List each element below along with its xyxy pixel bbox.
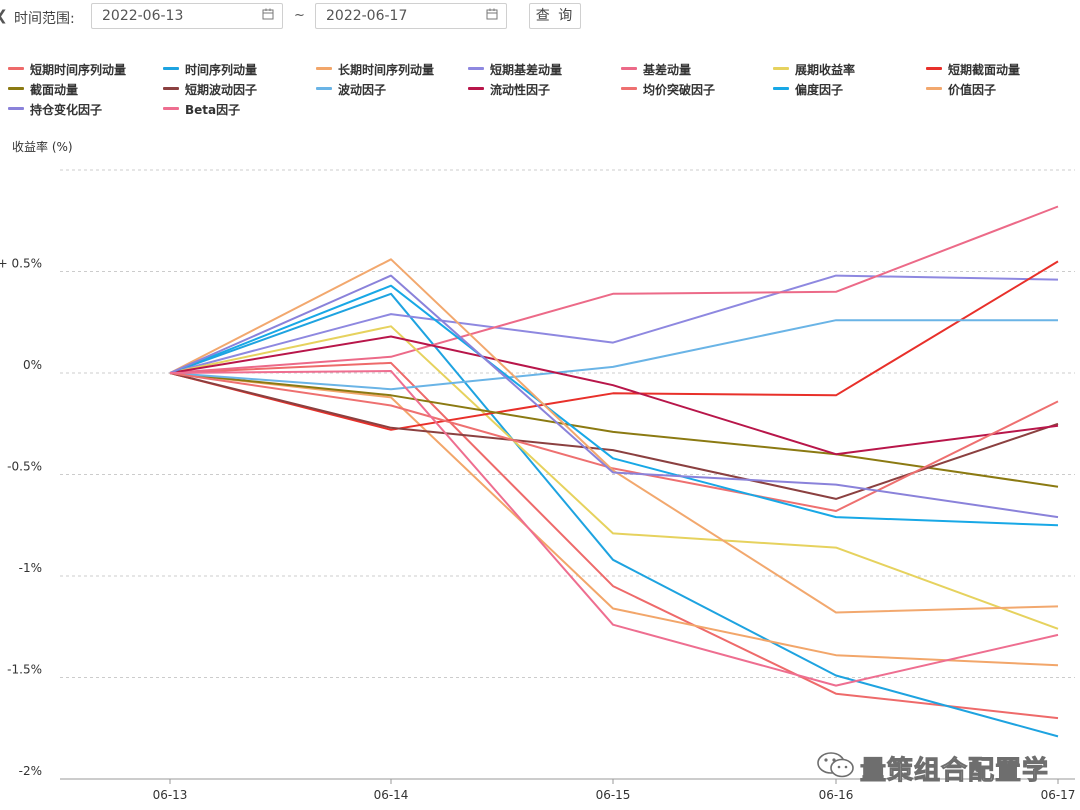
legend-label: Beta因子	[185, 103, 241, 117]
legend-label: 均价突破因子	[643, 83, 716, 97]
legend-label: 流动性因子	[490, 83, 551, 97]
legend-swatch	[926, 87, 942, 90]
legend-swatch	[163, 87, 179, 90]
series-line	[169, 372, 1059, 488]
legend-label: 短期基差动量	[490, 63, 563, 77]
series-line	[169, 335, 1059, 456]
watermark-text: 量策组合配置学	[859, 756, 1050, 787]
legend-swatch	[773, 67, 789, 70]
calendar-icon[interactable]	[486, 8, 498, 20]
series-line	[169, 370, 1059, 687]
legend-label: 时间序列动量	[185, 63, 258, 77]
x-tick-label: 06-16	[819, 788, 854, 802]
series-line	[169, 319, 1058, 391]
legend-label: 偏度因子	[795, 83, 844, 97]
start-date-input[interactable]: 2022-06-13	[91, 3, 283, 29]
end-date-input[interactable]: 2022-06-17	[315, 3, 507, 29]
series-line	[169, 372, 1059, 667]
series-line	[169, 205, 1059, 374]
y-tick-label: -1.5%	[7, 663, 42, 677]
series-line	[169, 325, 1059, 630]
y-tick-label: + 0.5%	[0, 257, 42, 271]
legend-swatch	[316, 87, 332, 90]
legend-swatch	[468, 87, 484, 90]
wechat-icon	[817, 752, 854, 778]
x-tick-label: 06-14	[374, 788, 409, 802]
x-tick-label: 06-15	[596, 788, 631, 802]
legend-label: 短期波动因子	[185, 83, 258, 97]
filter-bar: ❮ 时间范围: 2022-06-13 ~ 2022-06-17 查 询	[0, 0, 1080, 36]
range-label: 时间范围:	[14, 11, 75, 27]
legend-label: 波动因子	[338, 83, 387, 97]
y-tick-label: -1%	[19, 561, 42, 575]
series-line	[169, 274, 1059, 519]
legend-swatch	[468, 67, 484, 70]
series-line	[169, 260, 1059, 431]
legend-label: 价值因子	[948, 83, 997, 97]
legend-swatch	[621, 87, 637, 90]
series-line	[169, 284, 1059, 527]
legend-swatch	[621, 67, 637, 70]
legend-swatch	[8, 107, 24, 110]
legend-swatch	[8, 87, 24, 90]
x-tick-label: 06-13	[153, 788, 188, 802]
y-tick-label: -2%	[19, 764, 42, 778]
legend-label: 短期截面动量	[948, 63, 1021, 77]
legend-label: 短期时间序列动量	[30, 63, 127, 77]
x-tick-label: 06-17	[1041, 788, 1076, 802]
series-line	[169, 258, 1059, 614]
legend-swatch	[926, 67, 942, 70]
chart-legend: 短期时间序列动量 时间序列动量 长期时间序列动量 短期基差动量 基差动量 展期收益率 短期截…	[0, 60, 1080, 120]
series-line	[169, 372, 1059, 512]
legend-label: 截面动量	[30, 83, 79, 97]
series-line	[169, 274, 1059, 374]
legend-label: 持仓变化因子	[30, 103, 103, 117]
legend-swatch	[163, 107, 179, 110]
legend-swatch	[773, 87, 789, 90]
series-line	[169, 361, 1059, 720]
collapse-left-icon[interactable]: ❮	[0, 8, 8, 24]
y-axis-title: 收益率 (%)	[12, 140, 73, 154]
legend-swatch	[316, 67, 332, 70]
series-line	[169, 292, 1059, 738]
query-button[interactable]: 查 询	[529, 3, 581, 29]
y-tick-label: -0.5%	[7, 460, 42, 474]
legend-label: 长期时间序列动量	[338, 63, 435, 77]
calendar-icon[interactable]	[262, 8, 274, 20]
legend-swatch	[8, 67, 24, 70]
legend-label: 基差动量	[643, 63, 692, 77]
date-separator: ~	[294, 8, 305, 23]
start-date-value: 2022-06-13	[102, 8, 184, 24]
legend-swatch	[163, 67, 179, 70]
end-date-value: 2022-06-17	[326, 8, 408, 24]
legend-label: 展期收益率	[795, 63, 856, 77]
y-tick-label: 0%	[23, 358, 42, 372]
